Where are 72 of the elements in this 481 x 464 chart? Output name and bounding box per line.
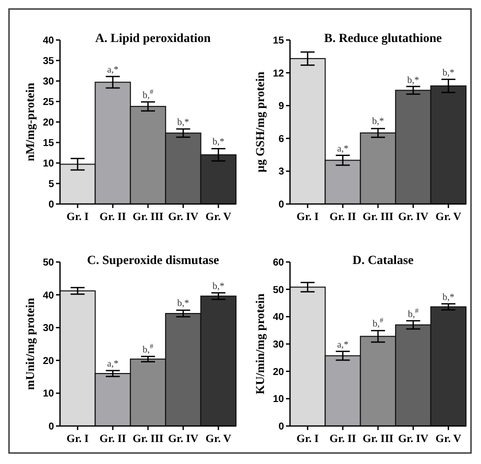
y-axis-title: µg GSH/mg protein xyxy=(253,71,267,172)
x-tick-label: Gr. IV xyxy=(398,211,428,223)
annotation: a,* xyxy=(337,144,349,154)
annotation: b,* xyxy=(177,299,190,310)
y-tick-label: 0 xyxy=(278,422,284,432)
chart-title: B. Reduce glutathione xyxy=(324,31,442,45)
y-tick-label: 60 xyxy=(272,258,284,268)
x-tick-label: Gr. III xyxy=(362,433,394,445)
y-tick-label: 25 xyxy=(42,97,54,108)
x-tick-label: Gr. V xyxy=(436,211,462,223)
annotation: a,* xyxy=(337,340,349,350)
x-tick-label: Gr. I xyxy=(66,211,89,223)
y-tick-label: 0 xyxy=(48,422,54,432)
annotation: a,* xyxy=(107,65,119,76)
x-tick-label: Gr. V xyxy=(436,433,462,445)
y-tick-label: 6 xyxy=(278,134,284,145)
x-tick-label: Gr. V xyxy=(206,433,232,445)
annotation: b,* xyxy=(407,76,420,86)
y-tick-label: 40 xyxy=(42,290,54,302)
y-tick-label: 30 xyxy=(42,323,54,334)
y-tick-label: 35 xyxy=(42,56,54,67)
x-tick-label: Gr. IV xyxy=(168,211,198,223)
chart-title: C. Superoxide dismutase xyxy=(86,253,220,267)
y-tick-label: 20 xyxy=(42,356,54,367)
y-tick-label: 40 xyxy=(42,36,54,46)
y-tick-label: 0 xyxy=(48,200,54,210)
annotation: b,* xyxy=(372,117,384,128)
annotation: b,$^{#}$ xyxy=(142,342,154,356)
x-tick-label: Gr. V xyxy=(206,211,232,223)
y-tick-label: 0 xyxy=(278,200,284,210)
x-tick-label: Gr. I xyxy=(296,433,319,445)
x-tick-label: Gr. IV xyxy=(168,433,198,445)
x-tick-label: Gr. II xyxy=(100,211,126,223)
x-tick-label: Gr. II xyxy=(330,433,356,445)
y-tick-label: 50 xyxy=(42,258,54,268)
y-tick-label: 30 xyxy=(42,76,54,88)
annotation: b,* xyxy=(177,118,190,128)
annotation: b,* xyxy=(212,138,225,148)
y-tick-label: 15 xyxy=(42,138,54,149)
annotation: b,* xyxy=(212,282,225,292)
annotation: b,$^{#}$ xyxy=(142,88,154,101)
x-tick-label: Gr. III xyxy=(362,211,394,223)
annotation: a,* xyxy=(107,360,119,370)
y-tick-label: 10 xyxy=(272,394,284,406)
chart-title: D. Catalase xyxy=(352,253,414,267)
annotation: b,$^{#}$ xyxy=(408,306,419,320)
y-tick-label: 3 xyxy=(278,166,284,178)
y-tick-label: 12 xyxy=(272,68,284,80)
y-tick-label: 30 xyxy=(272,340,284,350)
x-tick-label: Gr. II xyxy=(100,433,126,445)
x-tick-label: Gr. II xyxy=(330,211,356,223)
y-axis-title: KU/min/mg protein xyxy=(253,293,267,394)
x-tick-label: Gr. I xyxy=(296,211,319,223)
y-tick-label: 50 xyxy=(272,284,284,296)
y-tick-label: 10 xyxy=(42,388,54,400)
x-tick-label: Gr. III xyxy=(132,211,164,223)
chart-title: A. Lipid peroxidation xyxy=(95,31,211,45)
y-tick-label: 20 xyxy=(272,366,284,378)
y-tick-label: 20 xyxy=(42,118,54,128)
y-tick-label: 9 xyxy=(278,101,284,112)
y-axis-title: nM/mg-protein xyxy=(23,82,37,162)
y-tick-label: 5 xyxy=(48,179,54,190)
y-tick-label: 10 xyxy=(42,158,54,170)
x-tick-label: Gr. I xyxy=(66,433,89,445)
x-tick-label: Gr. III xyxy=(132,433,164,445)
x-tick-label: Gr. IV xyxy=(398,433,428,445)
annotation: b,$^{#}$ xyxy=(372,316,384,330)
annotation: b,* xyxy=(442,68,455,78)
y-axis-title: mUnit/mg protein xyxy=(23,298,37,390)
annotation: b,* xyxy=(442,292,455,303)
y-tick-label: 40 xyxy=(272,312,284,324)
y-tick-label: 15 xyxy=(272,36,284,46)
